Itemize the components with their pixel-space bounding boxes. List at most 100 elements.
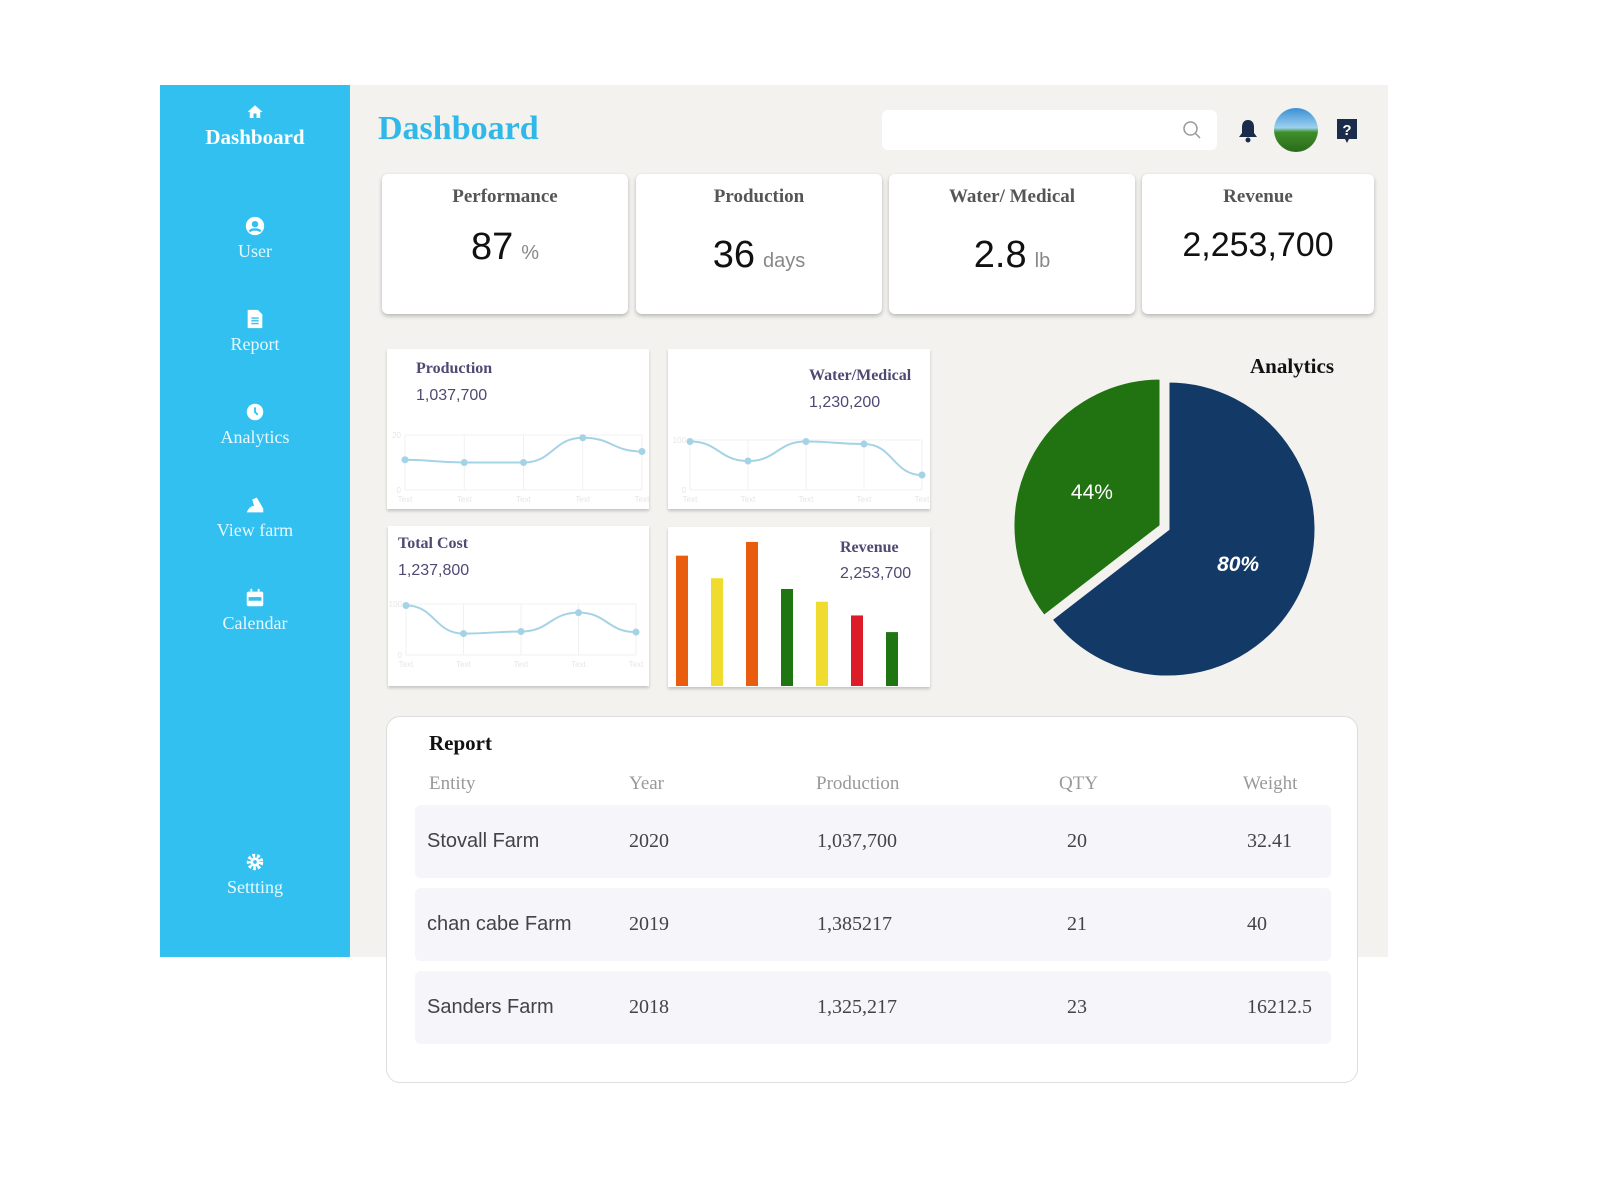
- sidebar-item-label: User: [238, 241, 272, 261]
- data-point: [918, 471, 926, 479]
- calendar-icon: [246, 588, 264, 607]
- kpi-card-production: Production 36 days: [636, 174, 882, 314]
- bar: [746, 541, 758, 686]
- clock-icon: [246, 403, 264, 421]
- sidebar-item-settings[interactable]: Settting: [160, 851, 350, 898]
- sidebar-item-view-farm[interactable]: View farm: [160, 494, 350, 541]
- chart-value: 1,237,800: [398, 562, 470, 579]
- x-tick-label: Text: [399, 660, 414, 669]
- search-icon[interactable]: [1182, 120, 1202, 140]
- table-cell-year: 2018: [629, 996, 669, 1018]
- x-tick-label: Text: [635, 495, 649, 504]
- pie-slice: [1011, 376, 1163, 619]
- table-cell-qty: 23: [1067, 996, 1087, 1018]
- pie-slice: [1048, 379, 1318, 679]
- y-tick-label: 100: [673, 436, 687, 445]
- sidebar-item-label: Analytics: [220, 427, 290, 447]
- x-tick-label: Text: [857, 495, 872, 504]
- table-cell-production: 1,037,700: [817, 830, 897, 852]
- data-point: [860, 440, 868, 448]
- table-cell-production: 1,385217: [817, 913, 892, 935]
- sidebar-item-label: Settting: [226, 877, 283, 897]
- data-point: [579, 434, 587, 442]
- help-icon[interactable]: ?: [1336, 118, 1358, 144]
- chart-value: 1,037,700: [416, 387, 488, 404]
- sidebar-item-analytics[interactable]: Analytics: [160, 401, 350, 448]
- table-row[interactable]: chan cabe Farm 2019 1,385217 21 40: [415, 888, 1331, 961]
- chart-title: Revenue: [840, 539, 899, 556]
- bar: [781, 588, 793, 686]
- column-header: Year: [629, 773, 665, 794]
- table-row[interactable]: Sanders Farm 2018 1,325,217 23 16212.5: [415, 971, 1331, 1044]
- data-point: [575, 609, 582, 617]
- bell-icon[interactable]: [1237, 118, 1259, 144]
- chart-value: 1,230,200: [809, 394, 881, 411]
- data-point: [802, 438, 810, 445]
- bar: [816, 601, 828, 686]
- kpi-label: Water/ Medical: [948, 186, 1076, 207]
- data-point: [460, 630, 467, 638]
- sidebar-item-user[interactable]: User: [160, 215, 350, 262]
- table-cell-entity: Sanders Farm: [427, 996, 554, 1018]
- search-input[interactable]: [882, 110, 1217, 150]
- series-line: [404, 436, 643, 464]
- production-mini-chart: Text Text Text Text Text 0 20 Production 1,037,7…: [387, 349, 649, 509]
- table-cell-entity: chan cabe Farm: [427, 913, 572, 935]
- y-tick-label: 100: [389, 600, 403, 609]
- x-tick-label: Text: [629, 660, 644, 669]
- sidebar-item-label: Report: [230, 334, 280, 354]
- x-tick-label: Text: [514, 660, 529, 669]
- y-tick-label: 0: [397, 486, 402, 495]
- y-tick-label: 0: [398, 651, 403, 660]
- x-tick-label: Text: [741, 495, 756, 504]
- kpi-value: 87: [470, 226, 514, 268]
- sidebar: Dashboard User Report Analytics View far…: [160, 85, 350, 957]
- avatar[interactable]: [1274, 108, 1318, 152]
- data-point: [402, 602, 410, 610]
- x-tick-label: Text: [516, 495, 531, 504]
- sidebar-item-calendar[interactable]: Calendar: [160, 587, 350, 634]
- sidebar-item-dashboard[interactable]: Dashboard: [160, 103, 350, 150]
- x-tick-label: Text: [457, 495, 472, 504]
- column-header: QTY: [1059, 773, 1099, 794]
- water-medical-mini-chart: Text Text Text Text Text 0 100 Water/Medical 1,2…: [668, 349, 930, 509]
- bar: [676, 555, 688, 686]
- table-cell-year: 2020: [629, 830, 669, 852]
- sidebar-item-report[interactable]: Report: [160, 308, 350, 355]
- y-tick-label: 0: [682, 486, 687, 495]
- kpi-card-water-medical: Water/ Medical 2.8 lb: [889, 174, 1135, 314]
- x-tick-label: Text: [915, 495, 930, 504]
- chart-title: Total Cost: [398, 535, 469, 552]
- data-point: [638, 448, 646, 455]
- data-point: [517, 628, 525, 636]
- svg-text:?: ?: [1342, 122, 1351, 139]
- kpi-value: 2,253,700: [1182, 226, 1334, 264]
- bar: [711, 578, 723, 686]
- sidebar-item-label: View farm: [216, 520, 294, 540]
- pie-label: 80%: [1217, 553, 1259, 576]
- data-point: [744, 457, 752, 465]
- table-cell-weight: 16212.5: [1247, 996, 1312, 1018]
- x-tick-label: Text: [571, 660, 586, 669]
- x-tick-label: Text: [799, 495, 814, 504]
- kpi-label: Production: [713, 186, 805, 207]
- sidebar-item-label: Calendar: [222, 613, 288, 633]
- column-header: Entity: [429, 773, 476, 794]
- analytics-pie-chart: 80% 44%: [1011, 376, 1318, 679]
- table-row[interactable]: Stovall Farm 2020 1,037,700 20 32.41: [415, 805, 1331, 878]
- table-cell-entity: Stovall Farm: [427, 830, 540, 852]
- table-cell-weight: 32.41: [1247, 830, 1292, 852]
- document-icon: [247, 309, 263, 329]
- kpi-value: 36: [712, 234, 756, 276]
- table-cell-weight: 40: [1247, 913, 1267, 935]
- x-tick-label: Text: [398, 495, 413, 504]
- chart-value: 2,253,700: [840, 565, 912, 582]
- revenue-bar-chart: Revenue 2,253,700: [668, 527, 930, 687]
- data-point: [686, 438, 694, 445]
- table-cell-production: 1,325,217: [817, 996, 897, 1018]
- kpi-label: Performance: [452, 186, 558, 207]
- x-tick-label: Text: [575, 495, 590, 504]
- home-icon: [247, 105, 263, 118]
- total-cost-mini-chart: Text Text Text Text Text 0 100 Total Cost 1,237,…: [388, 526, 649, 686]
- y-tick-label: 20: [392, 431, 401, 440]
